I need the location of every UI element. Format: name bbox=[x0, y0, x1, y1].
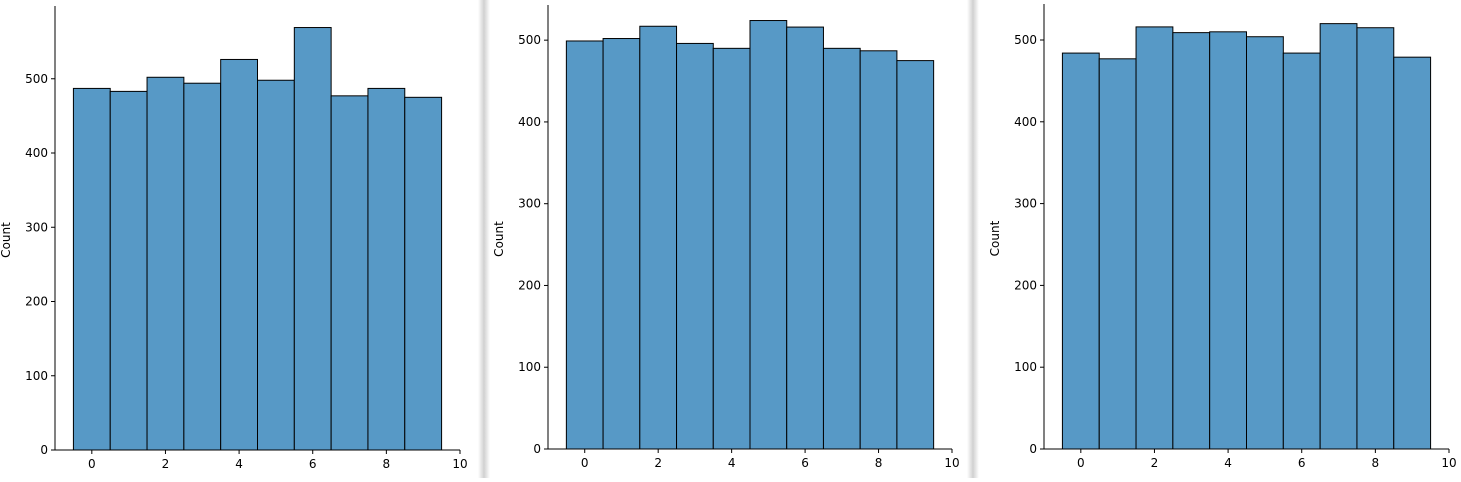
histogram-bar bbox=[220, 58, 259, 451]
histogram-bar bbox=[822, 47, 861, 450]
y-axis-label: Count bbox=[492, 221, 506, 257]
x-tick-label: 10 bbox=[944, 456, 959, 470]
x-tick-label: 2 bbox=[654, 456, 662, 470]
y-axis-label: Count bbox=[0, 222, 13, 258]
histogram-panel-2: 0 2 4 6 8 10 0 100 200 300 400 500 Count bbox=[490, 0, 967, 478]
x-tick-label: 2 bbox=[162, 457, 170, 471]
histogram-bar bbox=[1061, 52, 1100, 450]
y-tick-label: 500 bbox=[1014, 33, 1037, 47]
histogram-bar bbox=[1172, 32, 1211, 450]
y-tick-label: 200 bbox=[1014, 278, 1037, 292]
panel-divider-1 bbox=[478, 0, 490, 478]
histogram-bar bbox=[1098, 58, 1137, 450]
histogram-bar bbox=[565, 40, 604, 450]
y-tick-label: 400 bbox=[1014, 115, 1037, 129]
histogram-bar bbox=[786, 26, 824, 450]
histogram-bar bbox=[1356, 27, 1395, 450]
histogram-bar bbox=[367, 87, 406, 451]
y-tick-label: 200 bbox=[25, 295, 48, 309]
y-axis-label: Count bbox=[988, 220, 1002, 256]
x-tick-label: 8 bbox=[875, 456, 883, 470]
y-tick-label: 400 bbox=[518, 115, 541, 129]
histogram-bar bbox=[1282, 52, 1321, 450]
histogram-bar bbox=[1135, 26, 1174, 450]
panel-divider-2 bbox=[967, 0, 979, 478]
y-tick-label: 0 bbox=[533, 442, 541, 456]
histogram-bar bbox=[896, 60, 935, 450]
histogram-bar bbox=[404, 96, 443, 451]
y-tick-label: 100 bbox=[25, 369, 48, 383]
y-tick-label: 400 bbox=[25, 146, 48, 160]
histogram-bar bbox=[859, 50, 898, 450]
x-tick-label: 4 bbox=[728, 456, 736, 470]
histogram-bar bbox=[1393, 56, 1432, 450]
histogram-bar bbox=[330, 95, 369, 451]
histogram-bar bbox=[146, 76, 185, 451]
y-tick-label: 500 bbox=[518, 33, 541, 47]
x-tick-label: 8 bbox=[1372, 456, 1380, 470]
histogram-bar bbox=[257, 79, 295, 451]
histogram-bar bbox=[639, 25, 678, 450]
x-tick-label: 4 bbox=[1224, 456, 1232, 470]
histogram-bar bbox=[72, 87, 111, 451]
histogram-bar bbox=[109, 90, 148, 451]
x-tick-label: 6 bbox=[801, 456, 809, 470]
histogram-panel-3: 0 2 4 6 8 10 0 100 200 300 400 500 Count bbox=[979, 0, 1461, 478]
x-tick-label: 2 bbox=[1151, 456, 1159, 470]
x-tick-label: 6 bbox=[1298, 456, 1306, 470]
x-tick-label: 8 bbox=[383, 457, 391, 471]
x-tick-label: 10 bbox=[1441, 456, 1456, 470]
y-tick-label: 300 bbox=[518, 197, 541, 211]
histogram-bar bbox=[1246, 36, 1284, 450]
x-tick-label: 6 bbox=[309, 457, 317, 471]
x-tick-label: 0 bbox=[88, 457, 96, 471]
histogram-bar bbox=[1319, 23, 1358, 450]
y-tick-label: 200 bbox=[518, 278, 541, 292]
y-tick-label: 300 bbox=[1014, 197, 1037, 211]
histogram-bar bbox=[293, 27, 332, 451]
y-tick-label: 500 bbox=[25, 72, 48, 86]
x-tick-label: 0 bbox=[581, 456, 589, 470]
histogram-bar bbox=[1209, 31, 1248, 450]
histogram-panel-1: 0 2 4 6 8 10 0 100 200 300 400 500 Count bbox=[0, 0, 478, 478]
y-tick-label: 100 bbox=[518, 360, 541, 374]
histogram-bar bbox=[712, 47, 751, 450]
histogram-bar bbox=[676, 42, 714, 450]
x-tick-label: 10 bbox=[452, 457, 467, 471]
x-tick-label: 0 bbox=[1077, 456, 1085, 470]
x-tick-label: 4 bbox=[235, 457, 243, 471]
y-tick-label: 300 bbox=[25, 220, 48, 234]
histogram-bar bbox=[602, 38, 641, 450]
y-tick-label: 0 bbox=[1029, 442, 1037, 456]
histogram-bar bbox=[749, 20, 788, 450]
y-tick-label: 100 bbox=[1014, 360, 1037, 374]
histogram-bar bbox=[183, 82, 222, 451]
y-tick-label: 0 bbox=[40, 443, 48, 457]
